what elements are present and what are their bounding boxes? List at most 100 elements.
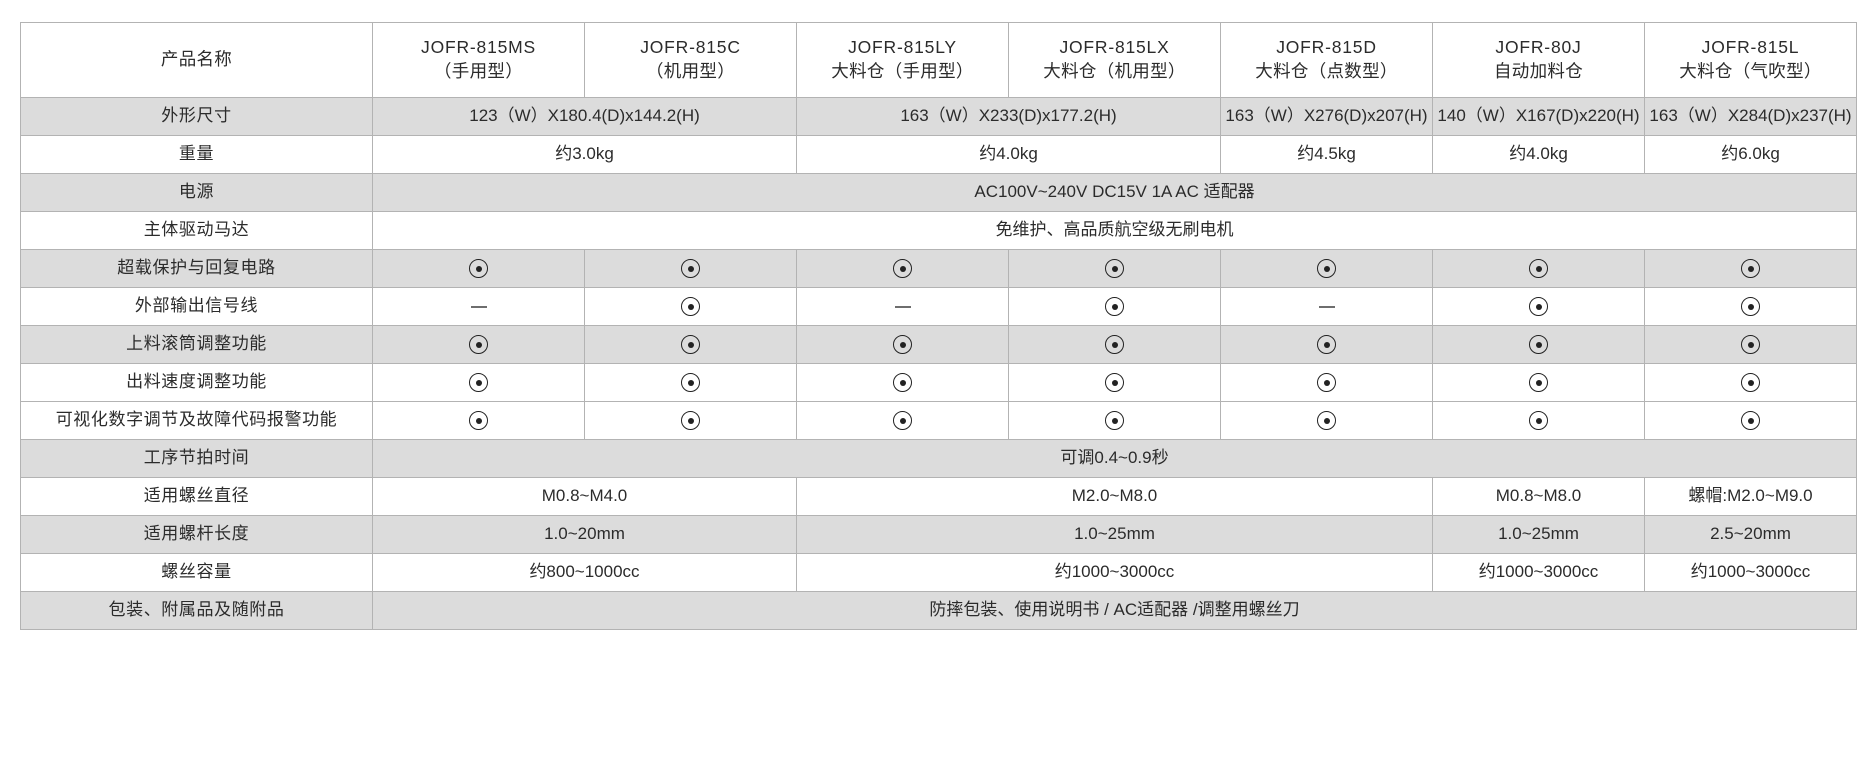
product-variant: 大料仓（机用型） <box>1043 61 1186 81</box>
circle-dot-icon <box>1741 335 1760 355</box>
supported-dot-icon <box>1008 363 1221 402</box>
supported-dot-icon <box>584 401 797 440</box>
spec-value: AC100V~240V DC15V 1A AC 适配器 <box>372 173 1857 212</box>
circle-dot-icon <box>1529 259 1548 279</box>
product-variant: 大料仓（气吹型） <box>1679 61 1822 81</box>
circle-dot-icon <box>681 297 700 317</box>
spec-label: 超载保护与回复电路 <box>20 249 373 288</box>
supported-dot-icon <box>584 363 797 402</box>
supported-dot-icon <box>1008 287 1221 326</box>
spec-value: 1.0~25mm <box>796 515 1433 554</box>
spec-label: 工序节拍时间 <box>20 439 373 478</box>
circle-dot-icon <box>1317 335 1336 355</box>
product-code: JOFR-815LY <box>848 37 957 58</box>
dash-icon <box>470 305 487 308</box>
circle-dot-icon <box>1105 259 1124 279</box>
spec-value: 约1000~3000cc <box>1432 553 1645 592</box>
supported-dot-icon <box>1220 363 1433 402</box>
not-supported-dash-icon <box>372 287 585 326</box>
spec-value: 约4.0kg <box>1432 135 1645 174</box>
circle-dot-icon <box>469 259 488 279</box>
table-row: 适用螺丝直径 M0.8~M4.0 M2.0~M8.0 M0.8~M8.0 螺帽:M2.0… <box>20 477 1857 516</box>
spec-label: 适用螺杆长度 <box>20 515 373 554</box>
supported-dot-icon <box>796 401 1009 440</box>
product-code: JOFR-815D <box>1276 37 1377 58</box>
product-header-5: JOFR-815D 大料仓（点数型） <box>1220 22 1433 98</box>
circle-dot-icon <box>1529 335 1548 355</box>
supported-dot-icon <box>1432 287 1645 326</box>
supported-dot-icon <box>1008 325 1221 364</box>
circle-dot-icon <box>893 373 912 393</box>
table-row: 重量 约3.0kg 约4.0kg 约4.5kg 约4.0kg 约6.0kg <box>20 135 1857 174</box>
product-header-7: JOFR-815L 大料仓（气吹型） <box>1644 22 1857 98</box>
spec-value: 1.0~25mm <box>1432 515 1645 554</box>
table-row: 适用螺杆长度 1.0~20mm 1.0~25mm 1.0~25mm 2.5~20mm <box>20 515 1857 554</box>
spec-label: 上料滚筒调整功能 <box>20 325 373 364</box>
circle-dot-icon <box>681 335 700 355</box>
circle-dot-icon <box>1317 411 1336 431</box>
table-row: 螺丝容量 约800~1000cc 约1000~3000cc 约1000~3000cc 约… <box>20 553 1857 592</box>
circle-dot-icon <box>1105 335 1124 355</box>
product-code: JOFR-80J <box>1495 37 1582 58</box>
product-variant: 大料仓（手用型） <box>831 61 974 81</box>
spec-label: 外形尺寸 <box>20 97 373 136</box>
spec-table-body: 产品名称 JOFR-815MS （手用型） JOFR-815C （机用型） JOFR-8… <box>20 22 1857 630</box>
circle-dot-icon <box>893 335 912 355</box>
spec-value: 螺帽:M2.0~M9.0 <box>1644 477 1857 516</box>
circle-dot-icon <box>1741 411 1760 431</box>
product-variant: （机用型） <box>646 61 735 81</box>
product-code: JOFR-815MS <box>421 37 536 58</box>
supported-dot-icon <box>1008 401 1221 440</box>
supported-dot-icon <box>584 325 797 364</box>
spec-value: 约6.0kg <box>1644 135 1857 174</box>
table-row: 包装、附属品及随附品 防摔包装、使用说明书 / AC适配器 /调整用螺丝刀 <box>20 591 1857 630</box>
spec-value: 约1000~3000cc <box>796 553 1433 592</box>
dash-icon <box>1318 305 1335 308</box>
circle-dot-icon <box>1317 259 1336 279</box>
spec-value: 可调0.4~0.9秒 <box>372 439 1857 478</box>
spec-label: 适用螺丝直径 <box>20 477 373 516</box>
dash-icon <box>894 305 911 308</box>
product-header-3: JOFR-815LY 大料仓（手用型） <box>796 22 1009 98</box>
supported-dot-icon <box>1220 249 1433 288</box>
spec-value: 163（W）X284(D)x237(H) <box>1644 97 1857 136</box>
circle-dot-icon <box>1741 297 1760 317</box>
spec-value: 约4.0kg <box>796 135 1221 174</box>
spec-value: 163（W）X233(D)x177.2(H) <box>796 97 1221 136</box>
table-row: 外部输出信号线 <box>20 287 1857 326</box>
spec-comparison-table: 产品名称 JOFR-815MS （手用型） JOFR-815C （机用型） JOFR-8… <box>20 22 1857 630</box>
supported-dot-icon <box>1220 401 1433 440</box>
supported-dot-icon <box>372 363 585 402</box>
supported-dot-icon <box>1644 325 1857 364</box>
spec-label: 电源 <box>20 173 373 212</box>
circle-dot-icon <box>1105 297 1124 317</box>
circle-dot-icon <box>1741 373 1760 393</box>
circle-dot-icon <box>681 259 700 279</box>
spec-label: 可视化数字调节及故障代码报警功能 <box>20 401 373 440</box>
product-spec-sheet: 产品名称 JOFR-815MS （手用型） JOFR-815C （机用型） JOFR-8… <box>20 22 1857 630</box>
circle-dot-icon <box>1529 373 1548 393</box>
spec-value: M0.8~M8.0 <box>1432 477 1645 516</box>
circle-dot-icon <box>1529 297 1548 317</box>
spec-value: M0.8~M4.0 <box>372 477 797 516</box>
supported-dot-icon <box>1220 325 1433 364</box>
table-row: 工序节拍时间 可调0.4~0.9秒 <box>20 439 1857 478</box>
spec-value: 2.5~20mm <box>1644 515 1857 554</box>
circle-dot-icon <box>1529 411 1548 431</box>
circle-dot-icon <box>1105 411 1124 431</box>
spec-label: 螺丝容量 <box>20 553 373 592</box>
supported-dot-icon <box>1432 325 1645 364</box>
supported-dot-icon <box>796 249 1009 288</box>
product-code: JOFR-815LX <box>1059 37 1170 58</box>
not-supported-dash-icon <box>1220 287 1433 326</box>
circle-dot-icon <box>1741 259 1760 279</box>
spec-value: 约4.5kg <box>1220 135 1433 174</box>
circle-dot-icon <box>893 259 912 279</box>
supported-dot-icon <box>796 325 1009 364</box>
circle-dot-icon <box>681 411 700 431</box>
spec-value: 140（W）X167(D)x220(H) <box>1432 97 1645 136</box>
product-header-1: JOFR-815MS （手用型） <box>372 22 585 98</box>
table-row: 出料速度调整功能 <box>20 363 1857 402</box>
product-header-2: JOFR-815C （机用型） <box>584 22 797 98</box>
table-row: 超载保护与回复电路 <box>20 249 1857 288</box>
